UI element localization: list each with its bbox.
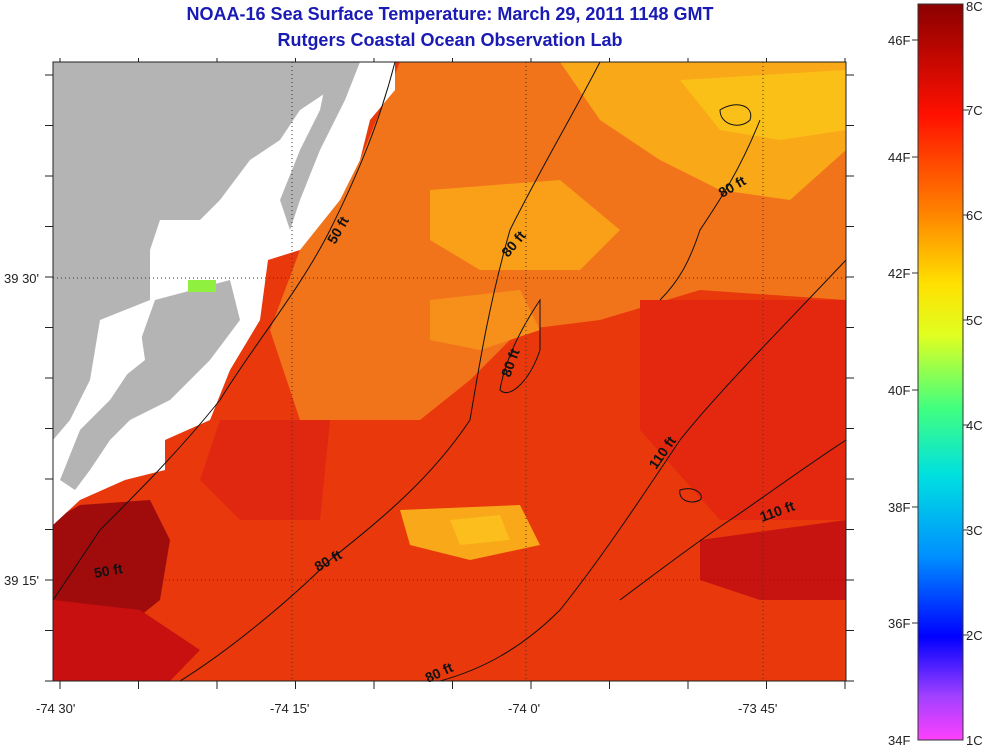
depth-label: 50 ft [93, 560, 124, 581]
graticule [53, 62, 846, 681]
y-tick-label: 39 30' [4, 271, 39, 286]
colorbar-label-f: 42F [888, 266, 910, 281]
colorbar [917, 3, 964, 741]
colorbar-label-c: 8C [966, 0, 983, 14]
colorbar-label-f: 34F [888, 733, 910, 748]
colorbar-label-c: 7C [966, 103, 983, 118]
x-tick-label: -74 15' [270, 701, 309, 716]
frame-ticks [45, 58, 854, 689]
colorbar-label-c: 1C [966, 733, 983, 748]
sst-field [53, 62, 846, 681]
colorbar-label-f: 40F [888, 383, 910, 398]
bathymetry-contours [53, 62, 846, 681]
map-frame [52, 61, 847, 682]
colorbar-label-f: 36F [888, 616, 910, 631]
colorbar-label-f: 38F [888, 500, 910, 515]
colorbar-label-f: 46F [888, 33, 910, 48]
colorbar-label-c: 3C [966, 523, 983, 538]
y-tick-label: 39 15' [4, 573, 39, 588]
map-title: NOAA-16 Sea Surface Temperature: March 2… [186, 4, 714, 24]
colorbar-label-c: 6C [966, 208, 983, 223]
x-tick-label: -74 30' [36, 701, 75, 716]
colorbar-label-c: 2C [966, 628, 983, 643]
map-subtitle: Rutgers Coastal Ocean Observation Lab [277, 30, 623, 50]
x-tick-label: -73 45' [738, 701, 777, 716]
colorbar-label-c: 5C [966, 313, 983, 328]
x-tick-label: -74 0' [508, 701, 540, 716]
coastline-land [53, 62, 395, 525]
colorbar-label-f: 44F [888, 150, 910, 165]
colorbar-label-c: 4C [966, 418, 983, 433]
colorbar-ticks [912, 39, 969, 636]
